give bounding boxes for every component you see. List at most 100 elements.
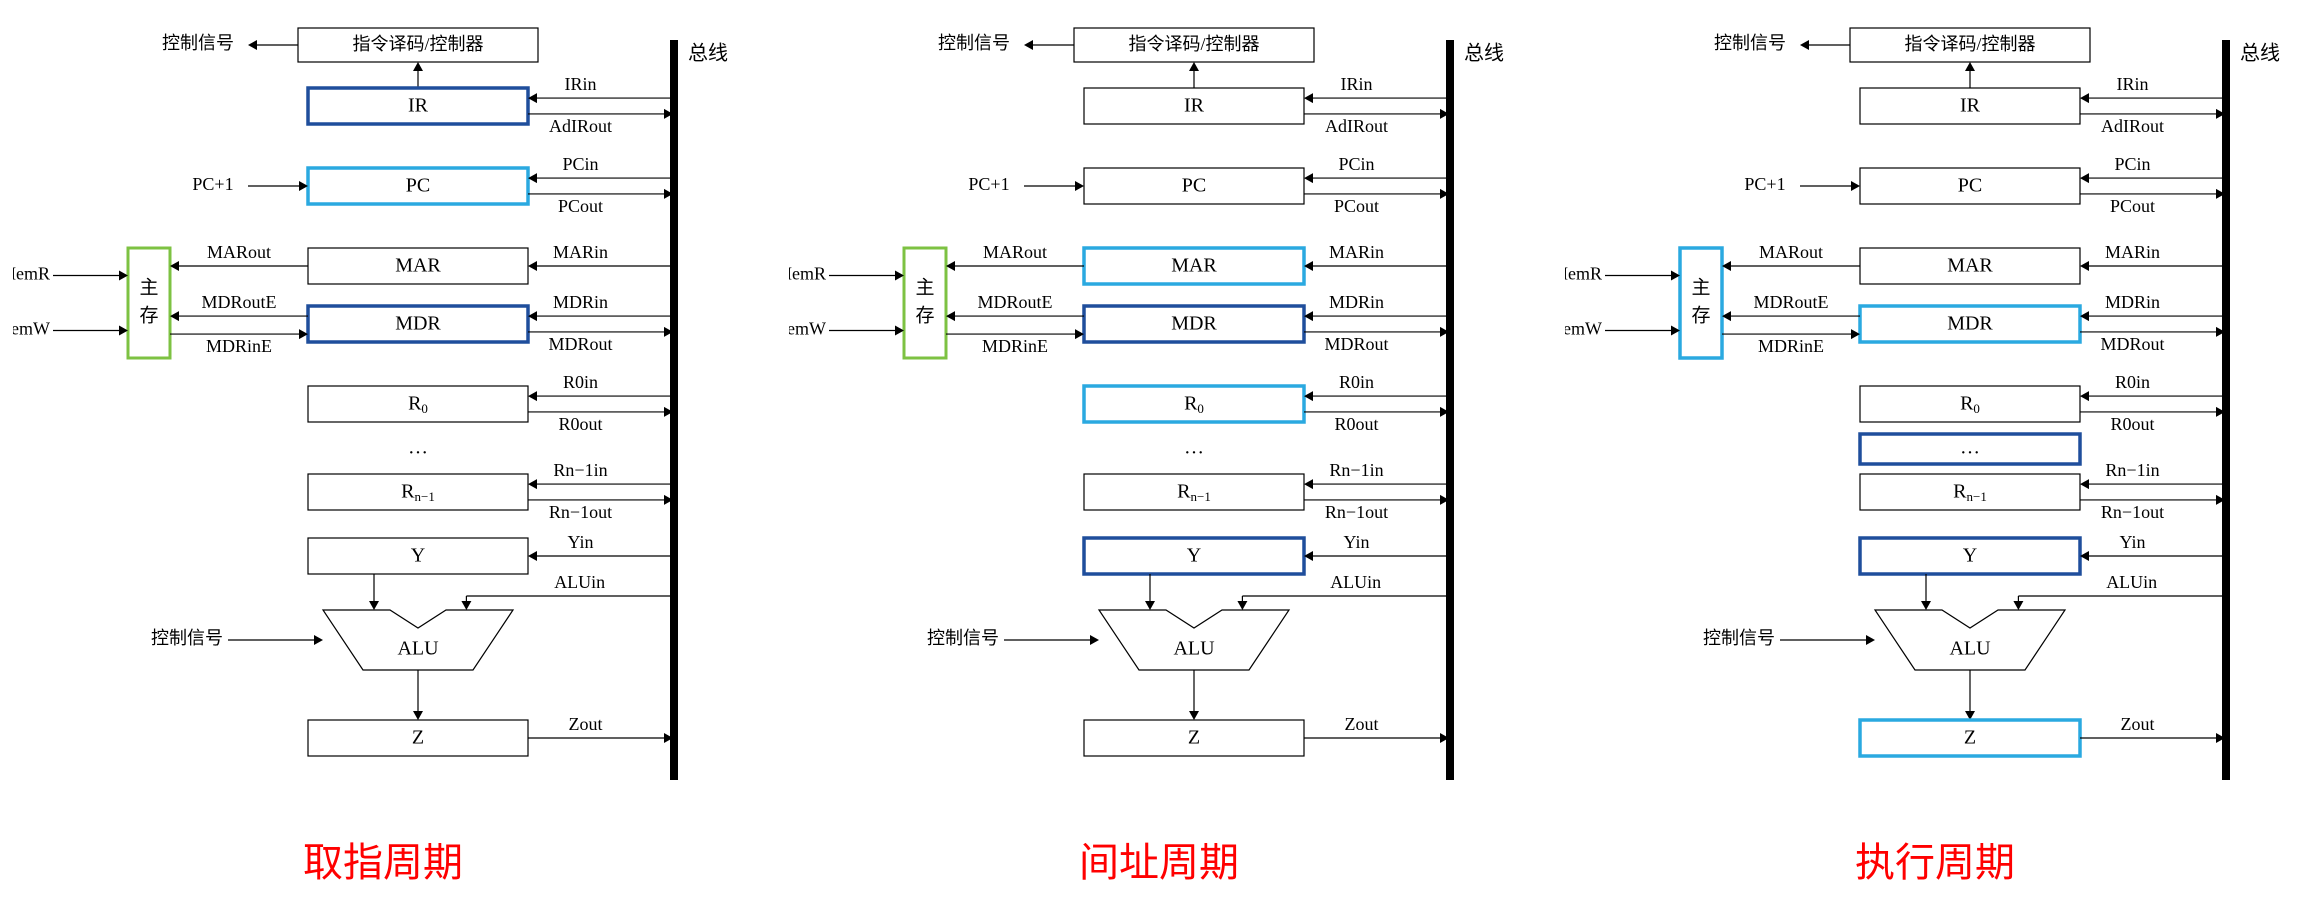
svg-text:ALU: ALU xyxy=(1949,638,1991,660)
svg-text:MDR: MDR xyxy=(1947,313,1993,335)
svg-text:ALUin: ALUin xyxy=(554,572,605,592)
svg-text:Rn−1out: Rn−1out xyxy=(1325,502,1388,522)
svg-text:Zout: Zout xyxy=(569,714,603,734)
svg-text:Z: Z xyxy=(412,727,424,749)
svg-text:存: 存 xyxy=(139,304,158,326)
svg-text:…: … xyxy=(1184,437,1204,459)
svg-text:R0out: R0out xyxy=(2110,414,2154,434)
svg-text:PC: PC xyxy=(406,175,430,197)
svg-text:Rn−1out: Rn−1out xyxy=(549,502,612,522)
svg-text:MARin: MARin xyxy=(553,242,608,262)
svg-text:MAR: MAR xyxy=(395,255,441,277)
svg-text:IR: IR xyxy=(1960,95,1981,117)
svg-text:Y: Y xyxy=(411,545,425,567)
svg-text:PC: PC xyxy=(1958,175,1982,197)
svg-text:IRin: IRin xyxy=(564,74,596,94)
svg-text:MARin: MARin xyxy=(1329,242,1384,262)
svg-text:MDRoutE: MDRoutE xyxy=(1753,292,1828,312)
svg-text:Y: Y xyxy=(1963,545,1977,567)
svg-text:MDR: MDR xyxy=(1171,313,1217,335)
svg-text:控制信号: 控制信号 xyxy=(1714,33,1786,53)
svg-text:MDRoutE: MDRoutE xyxy=(977,292,1052,312)
svg-text:…: … xyxy=(408,437,428,459)
svg-text:Y: Y xyxy=(1187,545,1201,567)
svg-text:MDRinE: MDRinE xyxy=(982,336,1048,356)
svg-text:Rn−1in: Rn−1in xyxy=(553,460,607,480)
cpu-cycle-panel-2: 总线指令译码/控制器控制信号IRIRinAdIRoutPCPCinPCoutPC… xyxy=(1565,10,2305,888)
svg-text:MDRoutE: MDRoutE xyxy=(201,292,276,312)
svg-text:IRin: IRin xyxy=(1340,74,1372,94)
svg-text:存: 存 xyxy=(1691,304,1710,326)
svg-text:R0in: R0in xyxy=(563,372,598,392)
svg-text:MemR: MemR xyxy=(1565,264,1602,284)
svg-text:MARout: MARout xyxy=(1759,242,1823,262)
svg-text:AdIRout: AdIRout xyxy=(2101,116,2164,136)
svg-text:主: 主 xyxy=(139,276,158,298)
svg-text:AdIRout: AdIRout xyxy=(1325,116,1388,136)
svg-text:MemW: MemW xyxy=(789,319,826,339)
svg-text:Zout: Zout xyxy=(2121,714,2155,734)
svg-text:控制信号: 控制信号 xyxy=(162,33,234,53)
svg-text:Yin: Yin xyxy=(1343,532,1369,552)
svg-text:总线: 总线 xyxy=(1464,42,1504,65)
svg-text:总线: 总线 xyxy=(2240,42,2280,65)
svg-text:MDRout: MDRout xyxy=(548,334,612,354)
svg-text:Rn−1in: Rn−1in xyxy=(1329,460,1383,480)
panel-caption: 间址周期 xyxy=(789,830,1529,888)
svg-text:PCin: PCin xyxy=(2114,154,2150,174)
svg-text:MDRout: MDRout xyxy=(2100,334,2164,354)
svg-text:Yin: Yin xyxy=(2119,532,2145,552)
svg-text:PCout: PCout xyxy=(558,196,603,216)
svg-text:PC+1: PC+1 xyxy=(192,174,233,194)
svg-text:Z: Z xyxy=(1964,727,1976,749)
svg-text:存: 存 xyxy=(915,304,934,326)
cpu-cycle-panel-1: 总线 指令译码/控制器控制信号 IR IRin AdIRout PC PCin PCout PC… xyxy=(789,10,1529,888)
panel-caption: 执行周期 xyxy=(1565,830,2305,888)
svg-text:IRin: IRin xyxy=(2116,74,2148,94)
svg-text:主: 主 xyxy=(1691,276,1710,298)
svg-text:控制信号: 控制信号 xyxy=(1703,628,1775,648)
svg-text:PCout: PCout xyxy=(1334,196,1379,216)
svg-text:PC+1: PC+1 xyxy=(1744,174,1785,194)
svg-text:Rn−1out: Rn−1out xyxy=(2101,502,2164,522)
svg-text:MDRout: MDRout xyxy=(1324,334,1388,354)
svg-text:ALU: ALU xyxy=(1173,638,1215,660)
svg-text:AdIRout: AdIRout xyxy=(549,116,612,136)
svg-text:PCin: PCin xyxy=(1338,154,1374,174)
svg-text:PC: PC xyxy=(1182,175,1206,197)
svg-text:MemW: MemW xyxy=(1565,319,1602,339)
svg-text:PCin: PCin xyxy=(562,154,598,174)
svg-text:控制信号: 控制信号 xyxy=(927,628,999,648)
svg-text:R0out: R0out xyxy=(558,414,602,434)
svg-text:ALUin: ALUin xyxy=(1330,572,1381,592)
svg-text:指令译码/控制器: 指令译码/控制器 xyxy=(1904,34,2035,54)
svg-text:IR: IR xyxy=(1184,95,1205,117)
svg-text:MDRin: MDRin xyxy=(2105,292,2160,312)
svg-text:MDRin: MDRin xyxy=(1329,292,1384,312)
svg-text:MAR: MAR xyxy=(1947,255,1993,277)
svg-text:指令译码/控制器: 指令译码/控制器 xyxy=(352,34,483,54)
svg-text:指令译码/控制器: 指令译码/控制器 xyxy=(1128,34,1259,54)
svg-text:MARout: MARout xyxy=(983,242,1047,262)
svg-text:Yin: Yin xyxy=(567,532,593,552)
svg-text:ALUin: ALUin xyxy=(2106,572,2157,592)
svg-text:R0in: R0in xyxy=(1339,372,1374,392)
svg-text:MDR: MDR xyxy=(395,313,441,335)
svg-text:MemW: MemW xyxy=(13,319,50,339)
panel-caption: 取指周期 xyxy=(13,830,753,888)
svg-text:总线: 总线 xyxy=(688,42,728,65)
svg-text:…: … xyxy=(1960,437,1980,459)
svg-text:Rn−1in: Rn−1in xyxy=(2105,460,2159,480)
svg-text:MemR: MemR xyxy=(789,264,826,284)
svg-text:MDRinE: MDRinE xyxy=(1758,336,1824,356)
svg-text:PC+1: PC+1 xyxy=(968,174,1009,194)
svg-text:Zout: Zout xyxy=(1345,714,1379,734)
svg-text:MDRinE: MDRinE xyxy=(206,336,272,356)
svg-text:ALU: ALU xyxy=(397,638,439,660)
svg-text:MARin: MARin xyxy=(2105,242,2160,262)
svg-text:R0in: R0in xyxy=(2115,372,2150,392)
svg-text:R0out: R0out xyxy=(1334,414,1378,434)
svg-text:控制信号: 控制信号 xyxy=(151,628,223,648)
svg-text:PCout: PCout xyxy=(2110,196,2155,216)
svg-text:MemR: MemR xyxy=(13,264,50,284)
